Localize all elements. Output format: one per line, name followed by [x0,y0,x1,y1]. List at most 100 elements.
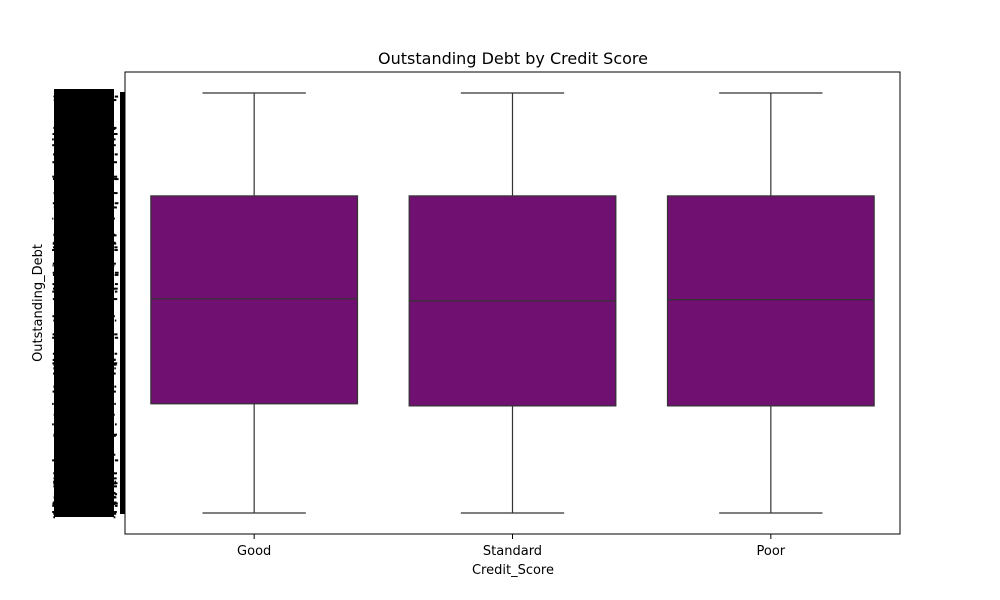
y-tick-label-edge [113,206,117,208]
y-tick-label-edge [52,459,55,461]
y-tick-label-edge [114,386,116,388]
y-tick-label-edge [113,477,117,479]
y-tick-label-edge [113,492,115,494]
y-tick-label-edge [53,242,55,244]
y-tick-label-edge [114,298,117,300]
y-tick-label-edge [115,291,117,293]
y-tick-labels-overlap [54,89,114,517]
y-tick-label-edge [53,153,56,155]
y-tick-label-edge [54,192,58,194]
y-tick-label-edge [114,454,116,456]
y-tick-label-edge [114,218,115,220]
y-tick-label-edge [115,274,119,276]
y-tick-label-edge [52,218,53,220]
y-tick-label-edge [52,362,56,364]
y-tick-label-edge [53,485,57,487]
y-tick-label-edge [54,496,57,498]
y-tick-label-edge [53,298,56,300]
y-tick-label-edge [52,505,55,507]
y-tick-label-edge [54,414,55,416]
y-tick-label-edge [53,481,55,483]
y-tick-label-edge [113,265,114,267]
y-tick-label-edge [53,178,55,180]
x-tick-label-standard: Standard [483,544,542,559]
y-tick-label-edge [113,315,115,317]
y-tick-label-edge [53,263,55,265]
y-tick-label-block [52,89,125,518]
y-tick-label-edge [53,386,55,388]
y-tick-label-edge [114,288,118,290]
y-tick-label-edge [53,333,56,335]
y-tick-label-edge [115,505,118,507]
y-tick-label-edge [114,333,117,335]
x-tick-label-good: Good [237,544,271,559]
y-tick-label-edge [114,178,116,180]
y-tick-label-edge [114,391,116,393]
y-tick-label-edge [53,373,55,375]
x-axis-label: Credit_Score [472,563,554,578]
y-tick-label-edge [54,477,58,479]
y-tick-label-edge [53,265,54,267]
y-tick-label-edge [52,138,54,140]
y-tick-label-edge [54,492,56,494]
y-tick-label-edge [114,263,116,265]
y-tick-label-edge [53,274,57,276]
y-tick-label-edge [114,144,116,146]
y-tick-label-edge [114,192,118,194]
y-tick-label-edge [52,423,54,425]
y-tick-label-edge [115,272,119,274]
y-tick-label-edge [115,202,119,204]
y-tick-label-edge [113,496,116,498]
y-tick-label-edge [114,161,117,163]
y-tick-label-edge [115,96,118,98]
y-tick-label-edge [54,434,57,436]
y-tick-label-edge [52,503,54,505]
y-tick-label-edge [114,434,117,436]
y-tick-label-edge [54,454,56,456]
y-tick-label-edge [54,206,58,208]
y-tick-label-edge [54,128,56,130]
y-tick-label-edge [115,423,117,425]
y-tick-label-edge [52,291,54,293]
y-tick-label-edge [114,242,116,244]
y-tick-label-edge [114,138,116,140]
y-tick-label-edge [53,472,56,474]
y-tick-label-edge [115,320,116,322]
y-tick-label-edge [113,128,115,130]
boxes-layer [151,93,874,513]
x-tick-label-poor: Poor [757,544,786,559]
y-tick-label-edge [113,503,115,505]
y-tick-marks-overlap [120,92,125,514]
y-tick-label-edge [53,272,57,274]
y-tick-label-edge [115,153,118,155]
y-tick-label-edge [114,249,118,251]
y-tick-label-edge [114,516,116,518]
y-tick-label-edge [52,161,55,163]
y-tick-label-edge [114,403,116,405]
y-tick-label-edge [54,99,57,101]
y-tick-label-edge [113,485,117,487]
y-tick-label-edge [114,359,116,361]
y-tick-label-edge [113,373,115,375]
y-tick-label-edge [53,288,57,290]
y-tick-label-edge [53,246,56,248]
y-tick-label-edge [52,144,54,146]
y-tick-label-edge [53,320,54,322]
y-tick-label-edge [114,511,117,513]
y-tick-label-edge [114,246,117,248]
y-tick-label-edge [113,99,116,101]
y-tick-label-edge [114,367,115,369]
y-axis-label: Outstanding_Debt [31,244,46,362]
y-tick-label-edge [53,391,55,393]
y-tick-label-edge [52,176,56,178]
y-tick-label-edge [114,472,117,474]
chart-title: Outstanding Debt by Credit Score [378,49,648,68]
y-tick-label-edge [113,362,117,364]
y-tick-label-edge [115,353,118,355]
y-tick-label-edge [52,249,56,251]
y-tick-label-edge [52,337,55,339]
y-tick-label-edge [52,315,54,317]
x-axis-ticks: Good Standard Poor [237,534,786,559]
y-tick-label-edge [115,337,118,339]
